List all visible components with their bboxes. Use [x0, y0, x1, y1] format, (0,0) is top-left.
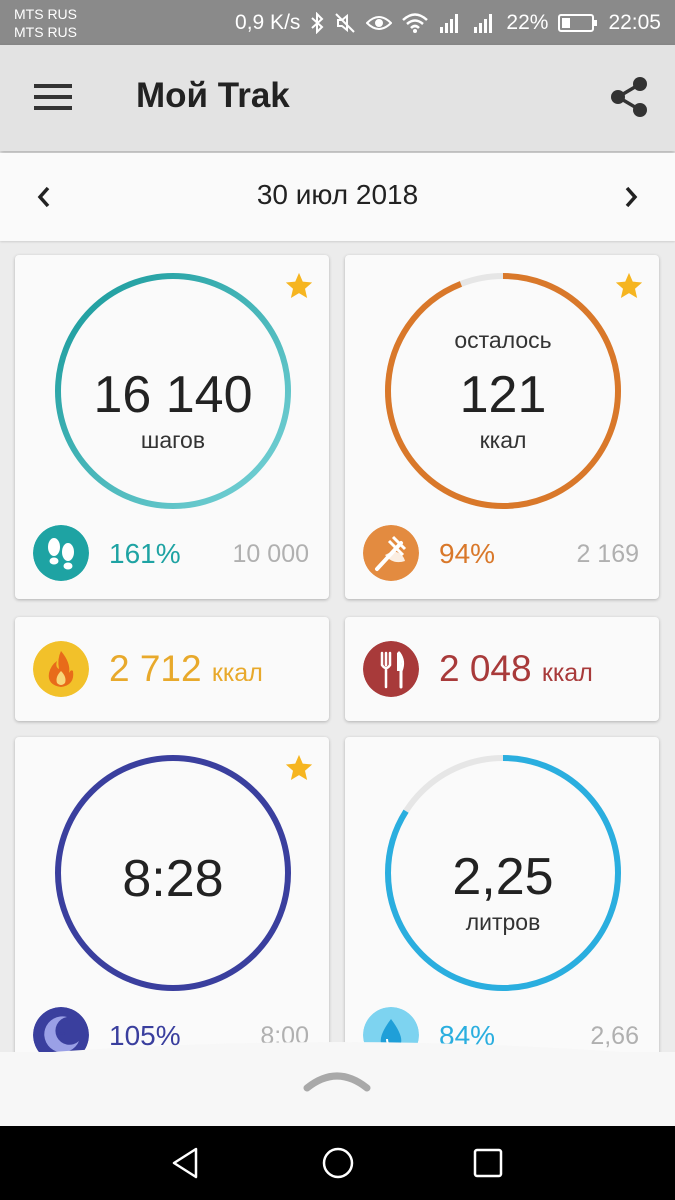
bottom-drawer[interactable] — [0, 1042, 675, 1126]
moon-icon — [33, 1007, 89, 1063]
bluetooth-icon — [311, 11, 324, 34]
star-icon[interactable] — [283, 753, 315, 783]
battery-percent: 22% — [506, 10, 549, 34]
calories-card[interactable]: осталось 121 ккал 94% 2 169 — [345, 255, 659, 599]
star-icon[interactable] — [613, 271, 645, 301]
calories-remaining-value: 121 — [459, 366, 547, 424]
water-ring-text: 2,25 литров — [383, 753, 623, 993]
water-card[interactable]: 2,25 литров 84% 2,66 — [345, 737, 659, 1081]
carrier-2: MTS RUS — [14, 24, 77, 40]
signal-icon — [440, 13, 459, 33]
steps-ring-text: 16 140 шагов — [53, 271, 293, 511]
sleep-ring-text: 8:28 — [53, 753, 293, 993]
calories-remaining-label: осталось — [454, 327, 552, 353]
sleep-value: 8:28 — [122, 850, 224, 908]
water-unit: литров — [465, 909, 541, 935]
chevron-left-icon[interactable] — [30, 181, 58, 213]
steps-goal: 10 000 — [232, 540, 309, 568]
steps-unit: шагов — [140, 427, 206, 453]
chevron-up-icon[interactable] — [303, 1066, 371, 1094]
calories-unit: ккал — [479, 427, 527, 453]
steps-percent: 161% — [109, 538, 181, 569]
water-goal: 2,66 — [590, 1022, 639, 1050]
eaten-value: 2 048 — [439, 648, 532, 689]
steps-value: 16 140 — [93, 366, 253, 424]
calories-progress-ring — [385, 273, 621, 509]
eye-icon — [366, 15, 393, 30]
mute-icon — [335, 12, 356, 33]
wifi-icon — [402, 12, 429, 33]
share-icon[interactable] — [609, 76, 649, 118]
footprints-icon — [33, 525, 89, 581]
eaten-card[interactable]: 2 048 ккал — [345, 617, 659, 721]
steps-card[interactable]: 16 140 шагов 161% 10 000 — [15, 255, 329, 599]
eaten-value-line: 2 048 ккал — [439, 649, 593, 693]
net-speed: 0,9 K/s — [235, 10, 301, 34]
current-date[interactable]: 30 июл 2018 — [256, 179, 419, 210]
burned-unit: ккал — [211, 659, 263, 687]
fork-knife-icon — [363, 641, 419, 697]
app-bar: Мой Trak — [0, 45, 675, 151]
status-icons: 0,9 K/s 22% 22:05 — [235, 0, 661, 45]
home-icon[interactable] — [320, 1145, 356, 1181]
back-icon[interactable] — [168, 1145, 204, 1181]
signal-icon-2 — [474, 13, 493, 33]
carrier-1: MTS RUS — [14, 6, 77, 22]
eaten-unit: ккал — [541, 659, 593, 687]
flame-icon — [33, 641, 89, 697]
star-icon[interactable] — [283, 271, 315, 301]
steps-progress-ring — [55, 273, 291, 509]
sleep-card[interactable]: 8:28 105% 8:00 — [15, 737, 329, 1081]
page-title: Мой Trak — [136, 76, 290, 115]
water-progress-ring — [385, 755, 621, 991]
status-bar: MTS RUS MTS RUS 0,9 K/s 22% 22:05 — [0, 0, 675, 45]
water-value: 2,25 — [452, 848, 554, 906]
burned-value-line: 2 712 ккал — [109, 649, 263, 693]
burned-value: 2 712 — [109, 648, 202, 689]
calories-ring-text: осталось 121 ккал — [383, 271, 623, 511]
burned-card[interactable]: 2 712 ккал — [15, 617, 329, 721]
carrier-labels: MTS RUS MTS RUS — [14, 5, 77, 41]
battery-icon — [558, 13, 598, 32]
system-nav-bar — [0, 1126, 675, 1200]
drawer-edge — [0, 1042, 675, 1056]
clock: 22:05 — [608, 10, 661, 34]
fork-leaf-icon — [363, 525, 419, 581]
recents-icon[interactable] — [470, 1145, 506, 1181]
chevron-right-icon[interactable] — [617, 181, 645, 213]
menu-icon[interactable] — [34, 82, 72, 112]
calories-goal: 2 169 — [576, 540, 639, 568]
date-bar: 30 июл 2018 — [0, 153, 675, 241]
calories-percent: 94% — [439, 538, 496, 569]
sleep-progress-ring — [55, 755, 291, 991]
